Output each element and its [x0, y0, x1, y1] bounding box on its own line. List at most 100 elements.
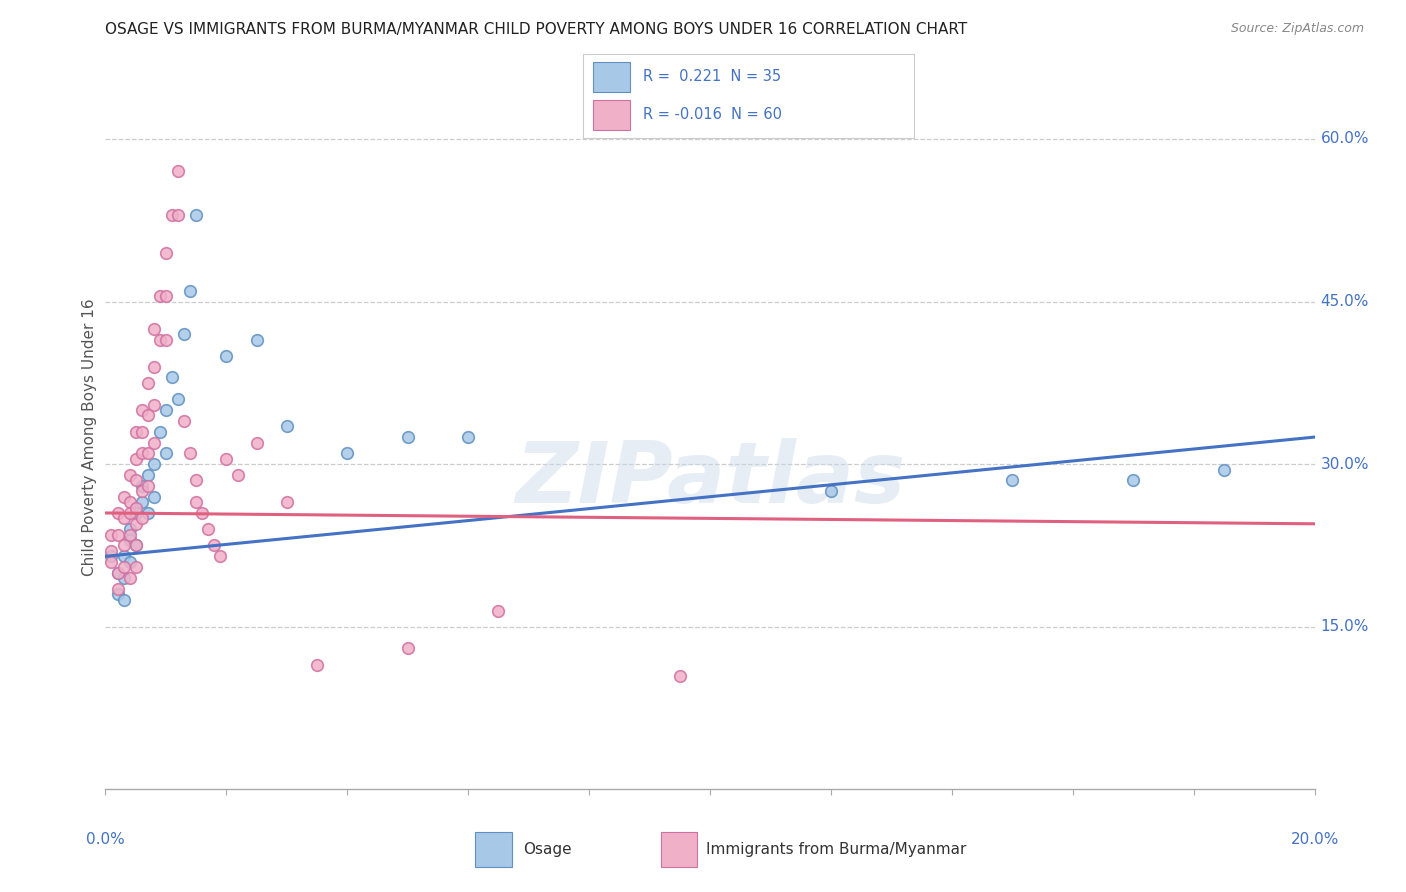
Point [1001, 474, 1024, 488]
Point [202, 539, 225, 553]
Point [276, 495, 298, 509]
Text: 15.0%: 15.0% [1320, 619, 1369, 634]
Point [124, 539, 148, 553]
Point [112, 560, 135, 574]
Point [100, 549, 122, 564]
Text: 60.0%: 60.0% [1320, 131, 1369, 146]
Text: Immigrants from Burma/Myanmar: Immigrants from Burma/Myanmar [706, 842, 966, 857]
FancyBboxPatch shape [475, 832, 512, 867]
Point [669, 668, 692, 682]
Point [107, 506, 129, 520]
Point [246, 435, 269, 450]
Point [142, 359, 165, 374]
Point [107, 566, 129, 580]
Point [118, 527, 141, 541]
Text: Source: ZipAtlas.com: Source: ZipAtlas.com [1230, 22, 1364, 36]
Point [155, 245, 177, 260]
Point [167, 164, 190, 178]
Point [142, 435, 165, 450]
Point [179, 446, 201, 460]
Point [215, 349, 238, 363]
Point [191, 506, 214, 520]
Text: OSAGE VS IMMIGRANTS FROM BURMA/MYANMAR CHILD POVERTY AMONG BOYS UNDER 16 CORRELA: OSAGE VS IMMIGRANTS FROM BURMA/MYANMAR C… [105, 22, 967, 37]
Point [124, 560, 148, 574]
Point [142, 398, 165, 412]
Point [118, 571, 141, 585]
Text: 20.0%: 20.0% [1291, 831, 1339, 847]
Text: R =  0.221  N = 35: R = 0.221 N = 35 [643, 70, 782, 85]
Point [276, 419, 298, 434]
Point [142, 490, 165, 504]
Point [396, 641, 419, 656]
Point [136, 468, 159, 483]
Point [112, 511, 135, 525]
Point [107, 566, 129, 580]
Text: 30.0%: 30.0% [1320, 457, 1369, 472]
Text: 45.0%: 45.0% [1320, 294, 1369, 309]
Point [131, 484, 153, 499]
Point [142, 457, 165, 471]
Point [124, 516, 148, 531]
Point [131, 446, 153, 460]
Point [124, 506, 148, 520]
Point [131, 403, 153, 417]
Text: ZIPatlas: ZIPatlas [515, 438, 905, 521]
Point [118, 468, 141, 483]
Point [136, 376, 159, 390]
Point [124, 474, 148, 488]
Point [107, 587, 129, 601]
Point [112, 549, 135, 564]
FancyBboxPatch shape [593, 62, 630, 92]
Point [136, 409, 159, 423]
Point [124, 539, 148, 553]
Point [100, 555, 122, 569]
Text: R = -0.016  N = 60: R = -0.016 N = 60 [643, 107, 782, 122]
Text: 0.0%: 0.0% [86, 831, 125, 847]
Point [131, 511, 153, 525]
Point [167, 208, 190, 222]
Point [149, 425, 172, 439]
Point [112, 539, 135, 553]
Point [149, 289, 172, 303]
Point [118, 533, 141, 547]
Point [160, 208, 183, 222]
Point [124, 451, 148, 466]
Point [457, 430, 479, 444]
Point [160, 370, 183, 384]
Point [100, 544, 122, 558]
Point [118, 506, 141, 520]
Point [118, 495, 141, 509]
Point [307, 657, 329, 672]
Point [396, 430, 419, 444]
Point [107, 582, 129, 596]
Point [336, 446, 359, 460]
Point [228, 468, 250, 483]
Point [215, 451, 238, 466]
Point [186, 474, 208, 488]
Point [197, 522, 219, 536]
Point [246, 333, 269, 347]
Point [142, 321, 165, 335]
Point [131, 495, 153, 509]
Point [124, 425, 148, 439]
Point [100, 527, 122, 541]
Point [112, 571, 135, 585]
Point [186, 495, 208, 509]
Point [173, 414, 195, 428]
Point [209, 549, 232, 564]
Point [124, 500, 148, 515]
Y-axis label: Child Poverty Among Boys Under 16: Child Poverty Among Boys Under 16 [82, 298, 97, 576]
Point [118, 522, 141, 536]
Point [112, 490, 135, 504]
Point [131, 425, 153, 439]
Point [131, 479, 153, 493]
Point [136, 506, 159, 520]
Point [136, 446, 159, 460]
FancyBboxPatch shape [661, 832, 697, 867]
Point [155, 446, 177, 460]
Point [167, 392, 190, 406]
Point [1122, 474, 1144, 488]
Point [149, 333, 172, 347]
Point [173, 327, 195, 342]
Point [488, 603, 510, 617]
